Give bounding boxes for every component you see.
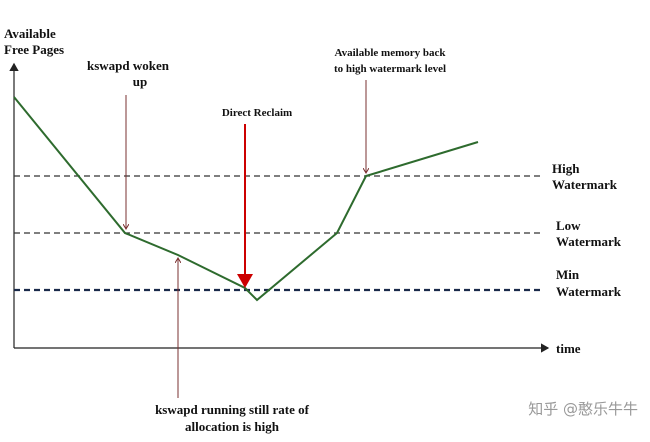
- free-pages-curve: [13, 96, 479, 302]
- y-label: Available: [4, 26, 56, 41]
- annotation: Available memory back: [334, 47, 446, 59]
- annotation: Direct Reclaim: [222, 107, 292, 119]
- watermark: 知乎 @憨乐牛牛: [528, 400, 638, 418]
- level-label: Watermark: [556, 234, 622, 249]
- level-label: Low: [556, 218, 581, 233]
- annotation: kswapd woken: [87, 58, 170, 73]
- level-label: Watermark: [552, 177, 618, 192]
- level-label: Min: [556, 267, 580, 282]
- annotation: to high watermark level: [334, 63, 446, 75]
- x-label: time: [556, 341, 581, 356]
- annotation: up: [133, 74, 147, 89]
- y-label: Free Pages: [4, 42, 64, 57]
- level-label: High: [552, 161, 580, 176]
- annotation: allocation is high: [185, 419, 280, 434]
- annotation: kswapd running still rate of: [155, 402, 310, 417]
- level-label: Watermark: [556, 284, 622, 299]
